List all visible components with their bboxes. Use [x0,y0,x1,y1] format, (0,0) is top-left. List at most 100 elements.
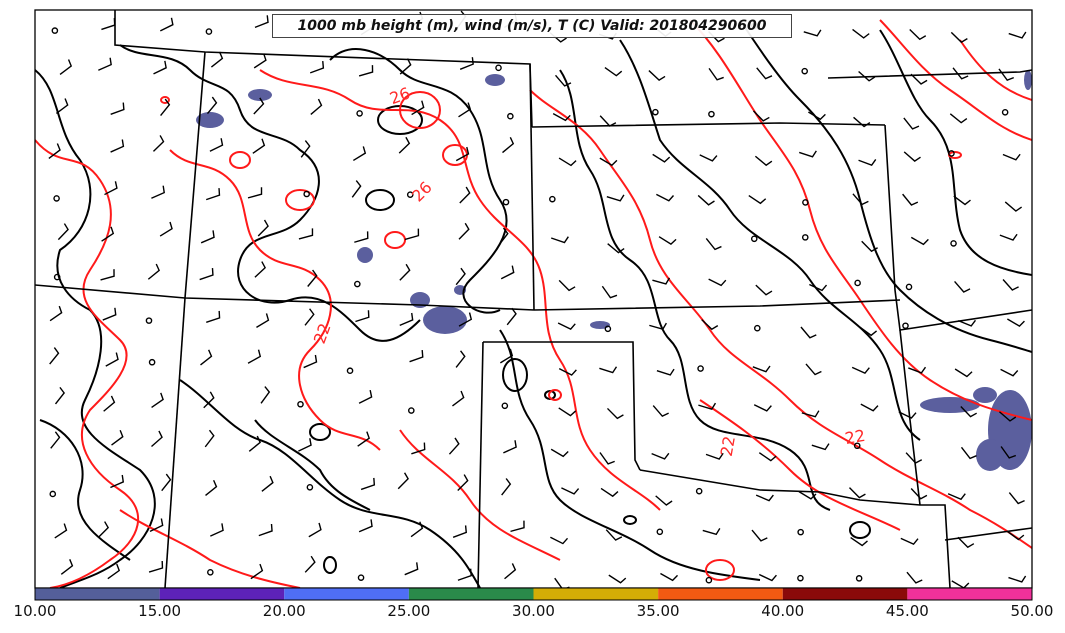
wind-barb [354,231,369,243]
wind-barb [455,267,466,286]
wind-barb [852,28,870,39]
wind-barb [199,268,214,281]
wind-barb [159,221,173,237]
wind-barb [697,194,715,206]
wind-barb [200,349,213,366]
wind-barb [258,523,273,537]
wind-barb [599,115,617,127]
wind-barb [148,560,164,573]
wind-barb [1006,530,1025,541]
wind-barb [608,574,627,584]
wind-barb [500,265,515,280]
wind-barb [458,312,473,327]
wind-barb [457,474,469,491]
wind-barb [748,194,767,205]
calm-wind-marker [354,280,361,288]
wind-barb [355,310,370,323]
wind-barb [455,350,466,368]
colorbar-tick-label: 25.00 [387,602,431,620]
wind-barb [399,263,411,281]
wind-barb [411,442,426,455]
wind-barb [801,410,820,418]
wind-barb [110,139,125,153]
wind-barb [409,349,424,363]
colorbar-tick-label: 35.00 [636,602,680,620]
calm-wind-marker [695,487,703,495]
calm-wind-marker [1001,109,1009,116]
wind-barb [60,559,74,575]
wind-barb [54,523,68,539]
calm-wind-marker [205,28,213,35]
wind-barb [950,31,968,44]
wind-barb [651,452,670,460]
wind-barb [397,472,409,490]
calm-wind-marker [855,575,863,582]
calm-wind-marker [802,199,809,206]
wind-barb [399,312,414,327]
wind-barb [708,278,727,287]
calm-wind-marker [502,198,510,206]
calm-wind-marker [53,195,60,202]
calm-wind-marker [708,110,715,118]
wind-barb [54,386,66,405]
wind-barb [900,537,919,546]
wind-barb [1007,318,1025,327]
wind-barb [558,368,577,376]
wind-barb [756,67,773,80]
colorbar-segment [35,588,160,600]
wind-barb [550,536,569,545]
calm-wind-marker [753,324,761,332]
colorbar-tick-label: 45.00 [885,602,929,620]
wind-barb [101,18,116,31]
wind-barb [649,322,667,330]
wind-shading-patch [590,321,610,329]
wind-barb [55,98,69,114]
wind-barb [957,319,977,327]
calm-wind-marker [148,358,156,366]
wind-shading-patch [357,247,373,263]
wind-barb [498,227,509,246]
wind-barb [957,536,975,549]
calm-wind-marker [656,528,664,536]
wind-barb [206,310,221,323]
wind-barb [457,568,472,581]
wind-barb [902,193,919,206]
wind-barb [552,113,571,122]
wind-barb [458,102,472,118]
wind-barb [1000,446,1017,459]
wind-barb [558,407,577,417]
wind-barb [655,495,673,506]
wind-barb [604,66,623,77]
wind-barb [954,280,971,293]
wind-barb [800,326,817,339]
wind-barb [798,491,817,500]
wind-barb [561,487,580,495]
calm-wind-marker [306,484,314,491]
wind-barb [253,53,267,69]
calm-wind-marker [905,283,913,291]
wind-barb [850,536,868,547]
wind-barb [404,228,420,241]
wind-barb [161,473,172,492]
wind-barb [209,138,224,152]
calm-wind-marker [854,279,861,287]
calm-wind-marker [948,150,955,157]
calm-wind-marker [853,442,861,450]
calm-wind-marker [501,402,509,410]
wind-barb [607,243,625,254]
wind-barb [601,285,618,299]
wind-barb [247,187,263,199]
wind-barb [49,305,63,322]
height-contours [35,19,1032,588]
wind-barb [652,153,671,163]
wind-barb [699,154,718,162]
wind-barb [998,68,1015,82]
colorbar-segment [907,588,1032,600]
wind-barb [554,74,572,87]
wind-barb [159,17,174,32]
wind-barb [452,525,468,538]
calm-wind-marker [801,234,809,241]
wind-barb [48,143,61,159]
colorbar-tick-label: 30.00 [512,602,555,620]
wind-barb [309,61,325,74]
